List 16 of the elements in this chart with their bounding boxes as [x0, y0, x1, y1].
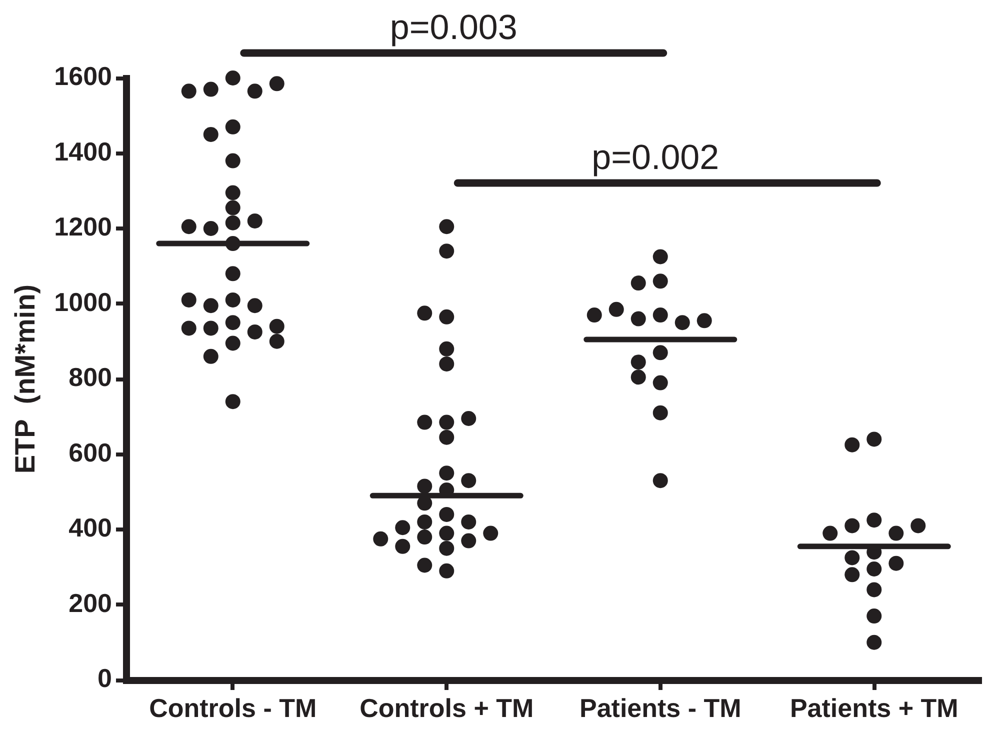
y-tick-label: 200: [68, 588, 112, 618]
y-tick-label: 800: [68, 362, 112, 392]
y-tick-label: 1400: [54, 136, 112, 166]
x-tick-label: Controls + TM: [360, 692, 534, 723]
y-tick-label: 1600: [54, 61, 112, 92]
x-tick-label: Controls - TM: [149, 692, 317, 723]
x-tick-label: Patients - TM: [579, 692, 742, 723]
y-tick-label: 1000: [54, 286, 112, 317]
y-tick-label: 1200: [54, 212, 112, 242]
text: p=0.003: [390, 8, 518, 47]
y-tick-label: 400: [68, 512, 112, 543]
annotation: p=0.002: [592, 138, 720, 177]
x-tick-label: Patients + TM: [790, 692, 958, 723]
y-tick-label: 0: [98, 663, 112, 694]
y-axis-title: ETP (nM*min): [10, 284, 41, 474]
y-tick-label: 600: [68, 437, 112, 468]
